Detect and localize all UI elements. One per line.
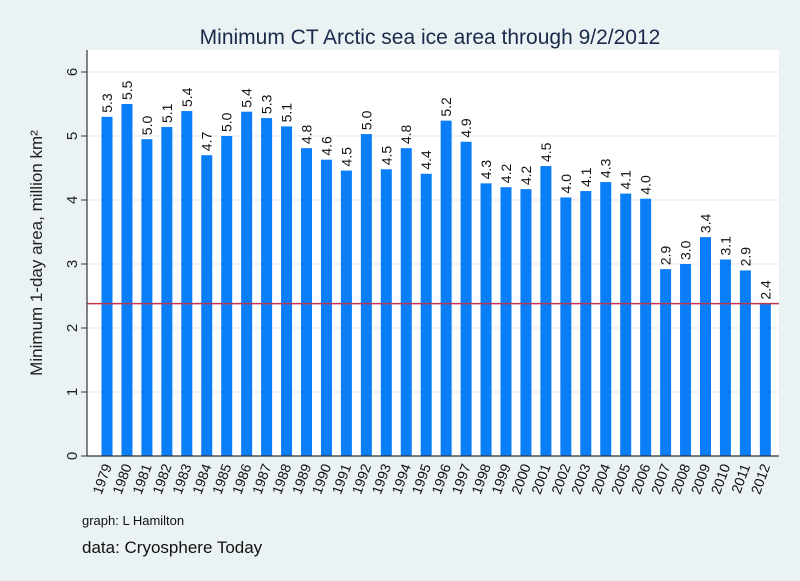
bar-1994 [400, 148, 412, 456]
value-label: 5.3 [99, 93, 115, 113]
bar-2004 [600, 182, 612, 456]
value-label: 4.1 [578, 167, 594, 187]
value-label: 4.0 [638, 175, 654, 195]
bar-1987 [261, 118, 273, 456]
value-label: 2.4 [757, 280, 773, 300]
value-label: 3.1 [717, 236, 733, 256]
bar-2011 [739, 270, 751, 456]
value-label: 4.5 [378, 146, 394, 166]
bar-2006 [640, 198, 652, 456]
bar-2005 [620, 193, 632, 456]
bar-1998 [480, 183, 492, 457]
y-tick-label: 2 [64, 324, 81, 332]
value-label: 5.0 [219, 112, 235, 132]
bar-2002 [560, 197, 572, 456]
bar-1990 [320, 159, 332, 456]
y-tick-label: 1 [64, 388, 81, 396]
value-label: 5.0 [358, 110, 374, 130]
y-axis-label: Minimum 1-day area, million km² [27, 130, 46, 376]
bar-2001 [540, 166, 552, 456]
bar-1982 [161, 127, 173, 456]
value-label: 5.0 [139, 116, 155, 136]
value-label: 4.8 [299, 124, 315, 144]
value-label: 5.3 [259, 94, 275, 114]
data-source: data: Cryosphere Today [82, 538, 263, 557]
y-tick-label: 0 [64, 452, 81, 460]
bar-1996 [440, 120, 452, 456]
bar-2000 [520, 189, 532, 456]
value-label: 5.5 [119, 80, 135, 100]
value-label: 3.4 [698, 213, 714, 233]
value-label: 5.2 [438, 97, 454, 117]
value-label: 5.1 [279, 103, 295, 123]
bar-2012 [759, 303, 771, 456]
bar-1991 [340, 170, 352, 456]
y-tick-label: 5 [64, 132, 81, 140]
bar-1981 [141, 139, 153, 456]
value-label: 4.5 [538, 142, 554, 162]
bar-2010 [719, 259, 731, 456]
graph-credit: graph: L Hamilton [82, 513, 185, 528]
value-label: 4.9 [458, 118, 474, 138]
value-label: 5.4 [239, 88, 255, 108]
y-tick-label: 3 [64, 260, 81, 268]
bar-1984 [201, 155, 213, 456]
value-label: 4.1 [618, 170, 634, 190]
bar-1985 [221, 136, 233, 456]
bar-1993 [380, 169, 392, 456]
bar-1992 [360, 134, 372, 456]
bar-2009 [700, 237, 711, 456]
bar-1989 [301, 148, 312, 456]
value-label: 2.9 [737, 247, 753, 267]
value-label: 4.2 [518, 165, 534, 185]
value-label: 4.0 [558, 174, 574, 194]
bar-2008 [680, 264, 692, 456]
bar-2003 [580, 191, 592, 457]
bar-1983 [181, 111, 193, 456]
value-label: 4.4 [418, 150, 434, 170]
bar-1979 [101, 116, 113, 457]
value-label: 4.3 [478, 160, 494, 180]
value-label: 4.3 [598, 158, 614, 178]
bar-1997 [460, 141, 472, 456]
value-label: 4.7 [199, 132, 215, 152]
y-tick-label: 4 [64, 196, 81, 204]
bar-1988 [281, 126, 293, 457]
y-tick-label: 6 [64, 68, 81, 76]
bar-1986 [241, 111, 253, 457]
bar-1980 [121, 104, 133, 456]
value-label: 4.6 [318, 136, 334, 156]
value-label: 4.5 [338, 147, 354, 167]
chart-title: Minimum CT Arctic sea ice area through 9… [200, 26, 661, 49]
value-label: 4.2 [498, 164, 514, 184]
bar-2007 [660, 269, 672, 456]
value-label: 3.0 [678, 240, 694, 260]
value-label: 5.1 [159, 103, 175, 123]
value-label: 2.9 [658, 245, 674, 265]
value-label: 4.8 [398, 124, 414, 144]
value-label: 5.4 [179, 87, 195, 107]
bar-1995 [420, 173, 432, 456]
bar-1999 [500, 187, 512, 456]
